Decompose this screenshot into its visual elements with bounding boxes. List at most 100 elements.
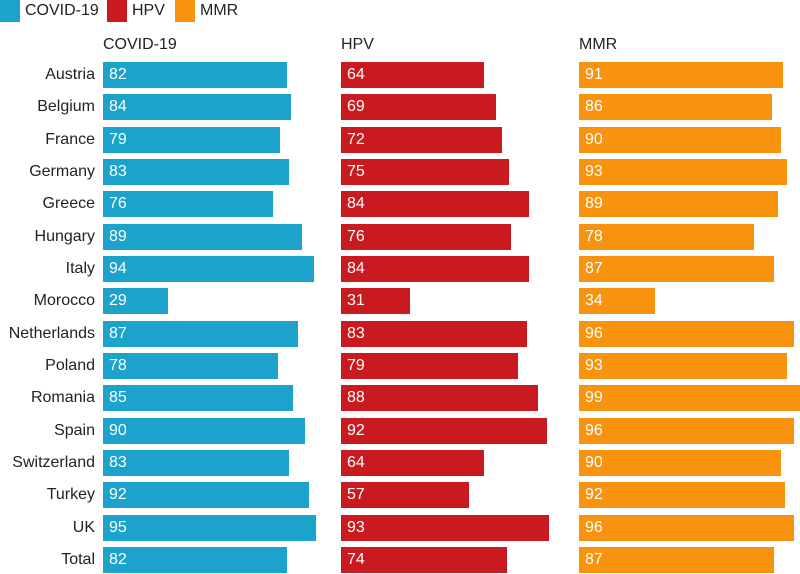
category-label: Spain [54, 421, 95, 439]
data-label: 84 [109, 98, 127, 116]
data-label: 99 [585, 389, 603, 407]
data-label: 93 [585, 356, 603, 374]
data-label: 78 [109, 356, 127, 374]
bar-hpv [341, 352, 518, 379]
bar-covid-19 [103, 223, 303, 250]
bar-covid-19 [103, 320, 298, 347]
data-label: 84 [347, 195, 365, 213]
legend-swatch [0, 0, 20, 22]
bar-hpv [341, 449, 485, 476]
data-label: 79 [109, 130, 127, 148]
bar-mmr [579, 94, 772, 121]
bar-mmr [579, 449, 781, 476]
category-label: Turkey [46, 486, 95, 504]
bar-mmr [579, 514, 795, 541]
bar-mmr [579, 482, 786, 509]
bar-covid-19 [103, 288, 168, 315]
category-label: UK [72, 518, 95, 536]
data-label: 90 [109, 421, 127, 439]
bar-covid-19 [103, 385, 294, 412]
legend-item-covid-19: COVID-19 [0, 0, 99, 22]
bar-covid-19 [103, 62, 287, 88]
data-label: 64 [347, 453, 365, 471]
bar-hpv [341, 191, 530, 218]
bar-hpv [341, 255, 530, 282]
bar-hpv [341, 94, 496, 121]
bar-covid-19 [103, 449, 289, 476]
data-label: 76 [109, 195, 127, 213]
data-label: 92 [109, 486, 127, 504]
panel-title: MMR [579, 36, 618, 53]
bar-mmr [579, 62, 783, 88]
bar-hpv [341, 126, 503, 153]
category-label: Romania [30, 389, 95, 407]
bar-mmr [579, 352, 788, 379]
category-label: Morocco [33, 292, 95, 310]
category-label: Austria [45, 66, 95, 83]
bar-hpv [341, 546, 507, 573]
data-label: 57 [347, 486, 365, 504]
bar-covid-19 [103, 191, 274, 218]
data-label: 79 [347, 356, 365, 374]
data-label: 82 [109, 550, 127, 568]
data-label: 78 [585, 227, 603, 245]
bar-covid-19 [103, 482, 310, 509]
data-label: 96 [585, 421, 603, 439]
data-label: 92 [585, 486, 603, 504]
bar-mmr [579, 417, 795, 444]
bar-covid-19 [103, 158, 289, 185]
bar-hpv [341, 158, 509, 185]
category-label: Belgium [37, 98, 95, 116]
bar-hpv [341, 417, 548, 444]
data-label: 72 [347, 130, 365, 148]
data-label: 31 [347, 292, 365, 310]
category-label: Switzerland [12, 453, 95, 471]
bar-covid-19 [103, 255, 314, 282]
data-label: 34 [585, 292, 603, 310]
legend-swatch [175, 0, 195, 22]
data-label: 29 [109, 292, 127, 310]
data-label: 74 [347, 550, 365, 568]
data-label: 76 [347, 227, 365, 245]
data-label: 83 [109, 162, 127, 180]
bar-hpv [341, 320, 527, 347]
data-label: 96 [585, 518, 603, 536]
data-label: 90 [585, 453, 603, 471]
data-label: 86 [585, 98, 603, 116]
data-label: 88 [347, 389, 365, 407]
bar-mmr [579, 191, 779, 218]
legend-label: MMR [200, 2, 239, 19]
data-label: 75 [347, 162, 365, 180]
category-label: Greece [42, 195, 95, 213]
category-label: Germany [29, 162, 95, 180]
bar-mmr [579, 223, 754, 250]
data-label: 89 [109, 227, 127, 245]
data-label: 87 [585, 550, 603, 568]
bar-mmr [579, 126, 781, 153]
bar-covid-19 [103, 514, 316, 541]
data-label: 89 [585, 195, 603, 213]
bar-mmr [579, 320, 795, 347]
bar-hpv [341, 62, 485, 88]
data-label: 83 [347, 324, 365, 342]
bar-mmr [579, 288, 656, 315]
data-label: 83 [109, 453, 127, 471]
bar-covid-19 [103, 417, 305, 444]
data-label: 69 [347, 98, 365, 116]
category-label: France [45, 130, 95, 148]
legend-label: COVID-19 [25, 2, 99, 19]
legend-item-mmr: MMR [175, 0, 238, 22]
bar-covid-19 [103, 126, 280, 153]
bar-hpv [341, 482, 469, 509]
bar-covid-19 [103, 94, 292, 121]
bar-hpv [341, 514, 550, 541]
data-label: 84 [347, 259, 365, 277]
legend-swatch [107, 0, 127, 22]
data-label: 90 [585, 130, 603, 148]
category-label: Hungary [34, 227, 95, 245]
category-label: Italy [65, 259, 95, 277]
data-label: 93 [347, 518, 365, 536]
bar-hpv [341, 385, 539, 412]
data-label: 93 [585, 162, 603, 180]
